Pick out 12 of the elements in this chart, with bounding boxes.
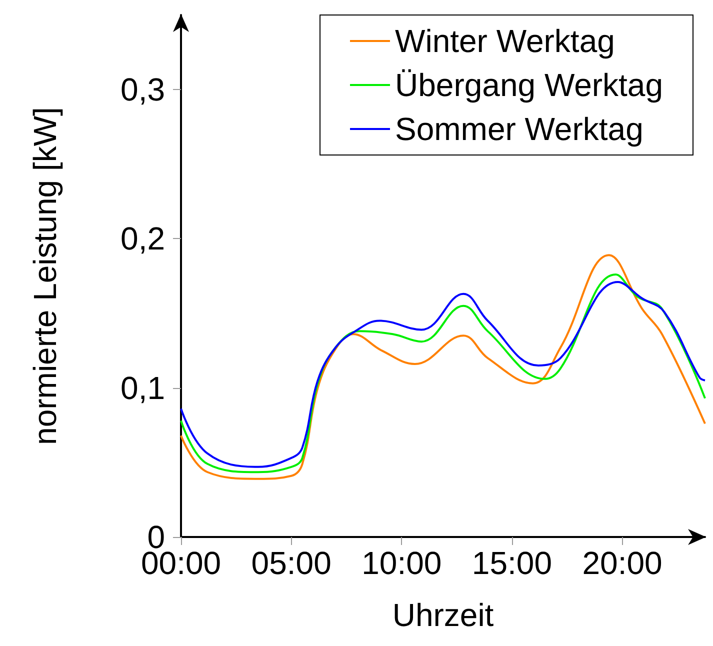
x-axis-title: Uhrzeit	[392, 597, 494, 633]
x-tick-label: 05:00	[251, 545, 332, 581]
y-tick-label: 0,3	[120, 72, 165, 108]
y-axis-title: normierte Leistung [kW]	[27, 107, 63, 445]
y-tick-label: 0,1	[120, 370, 165, 406]
legend-label: Sommer Werktag	[395, 111, 644, 147]
x-tick-label: 20:00	[582, 545, 662, 581]
x-tick-label: 10:00	[362, 545, 442, 581]
y-tick-label: 0,2	[120, 220, 165, 257]
x-tick-label: 15:00	[472, 545, 552, 581]
legend-label: Übergang Werktag	[395, 67, 663, 103]
legend-label: Winter Werktag	[395, 23, 615, 59]
